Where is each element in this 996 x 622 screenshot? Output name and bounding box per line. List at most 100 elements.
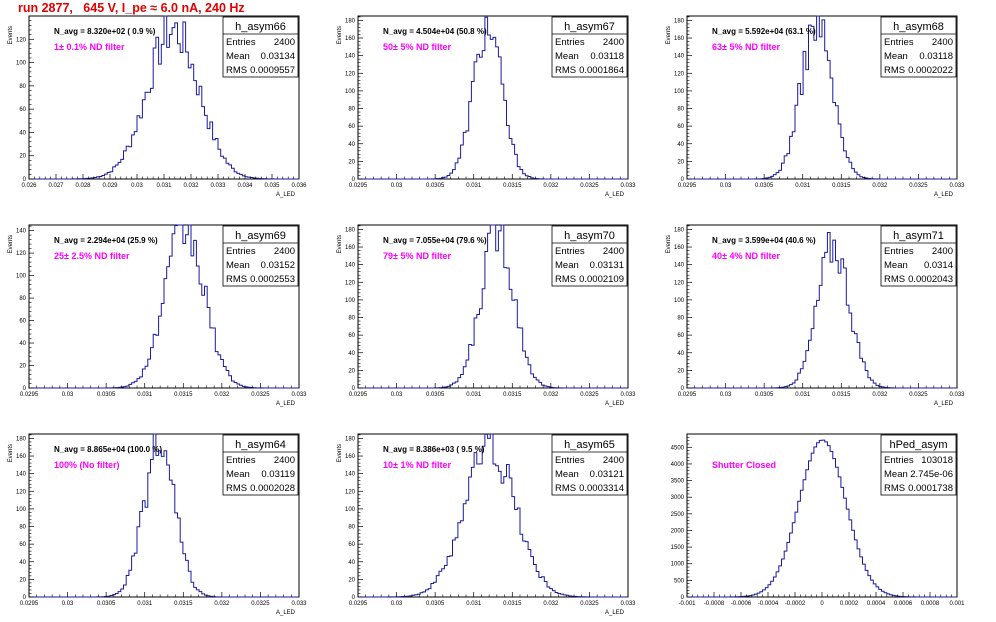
- stats-mean-label: Mean: [226, 260, 250, 271]
- x-tick-label: 0.0315: [832, 392, 851, 398]
- y-axis-label: Events: [8, 26, 14, 44]
- y-tick-label: 140: [674, 263, 685, 269]
- x-tick-label: 0.031: [795, 183, 811, 189]
- stats-title: h_asym65: [564, 439, 615, 451]
- x-axis-label: A_LED: [276, 192, 296, 198]
- x-tick-label: 0.034: [237, 183, 253, 189]
- x-tick-label: 0.0315: [174, 601, 193, 607]
- x-tick-label: 0.031: [156, 183, 172, 189]
- y-tick-label: 60: [348, 542, 355, 548]
- y-tick-label: 180: [16, 436, 27, 442]
- y-tick-label: 120: [16, 251, 27, 257]
- stats-mean-label: Mean: [555, 260, 579, 271]
- x-tick-label: 0.0325: [909, 392, 928, 398]
- stats-entries-value: 2400: [603, 246, 624, 257]
- stats-rms-label: RMS: [884, 274, 905, 285]
- y-tick-label: 120: [16, 37, 27, 43]
- y-tick-label: 160: [345, 454, 356, 460]
- panel-h_asym69: 0.0295 0.03 0.0305 0.031 0.0315 0.032 0.0325 0.…: [8, 224, 307, 407]
- stats-title: h_asym67: [564, 21, 615, 33]
- n-avg-label: N_avg = 7.055e+04 (79.6 %): [383, 236, 487, 245]
- y-tick-label: 20: [19, 577, 26, 583]
- stats-mean-value: 0.03131: [590, 260, 624, 271]
- stats-title: h_asym69: [235, 230, 286, 242]
- y-tick-label: 120: [16, 489, 27, 495]
- stats-title: h_asym71: [893, 230, 944, 242]
- y-tick-label: 180: [345, 227, 356, 233]
- stats-mean-value: 0.03118: [590, 51, 624, 62]
- stats-entries-value: 2400: [603, 455, 624, 466]
- x-tick-label: 0.0305: [97, 601, 116, 607]
- x-tick-label: 0.03: [391, 392, 403, 398]
- x-tick-label: 0.033: [620, 183, 636, 189]
- x-tick-label: 0.0325: [909, 183, 928, 189]
- x-tick-label: 0.032: [543, 392, 559, 398]
- x-tick-label: 0.033: [949, 392, 965, 398]
- x-tick-label: 0.032: [872, 392, 888, 398]
- x-axis-label: A_LED: [276, 401, 296, 407]
- y-tick-label: 1500: [671, 545, 685, 551]
- y-tick-label: 100: [16, 507, 27, 513]
- x-tick-label: 0.028: [75, 183, 91, 189]
- stats-entries-label: Entries: [226, 455, 256, 466]
- stats-title: hPed_asym: [889, 439, 947, 451]
- y-axis-label: Events: [666, 235, 672, 253]
- stats-box: [222, 225, 299, 287]
- x-axis-label: A_LED: [605, 610, 625, 616]
- y-tick-label: 0: [352, 177, 356, 183]
- x-tick-label: 0: [820, 601, 824, 607]
- n-avg-label: N_avg = 4.504e+04 (50.8 %): [383, 27, 487, 36]
- x-tick-label: 0.032: [214, 392, 230, 398]
- y-axis-label: Events: [337, 444, 343, 462]
- filter-label: 25± 2.5% ND filter: [54, 251, 130, 261]
- n-avg-label: N_avg = 8.386e+03 ( 9.5 %): [383, 445, 485, 454]
- x-tick-label: -0.0002: [785, 601, 806, 607]
- x-axis-label: A_LED: [934, 401, 954, 407]
- y-tick-label: 0: [23, 386, 27, 392]
- x-tick-label: 0.03: [720, 183, 732, 189]
- stats-rms-label: RMS: [555, 274, 576, 285]
- histogram-line: [29, 433, 299, 598]
- stats-box: [880, 434, 957, 496]
- x-tick-label: 0.0002: [840, 601, 859, 607]
- panel-h_asym71: 0.0295 0.03 0.0305 0.031 0.0315 0.032 0.0325 0.…: [666, 224, 965, 407]
- y-tick-label: 40: [348, 351, 355, 357]
- y-tick-label: 100: [674, 298, 685, 304]
- x-tick-label: 0.0325: [251, 601, 270, 607]
- y-tick-label: 80: [677, 107, 684, 113]
- x-tick-label: 0.033: [620, 601, 636, 607]
- x-tick-label: 0.0305: [97, 392, 116, 398]
- stats-title: h_asym68: [893, 21, 944, 33]
- y-tick-label: 100: [674, 89, 685, 95]
- x-tick-label: -0.0008: [704, 601, 725, 607]
- stats-mean-value: 0.03121: [590, 469, 624, 480]
- stats-entries-value: 2400: [603, 37, 624, 48]
- y-tick-label: 180: [345, 18, 356, 24]
- stats-title: h_asym70: [564, 230, 615, 242]
- x-tick-label: -0.0004: [758, 601, 779, 607]
- x-tick-label: 0.029: [102, 183, 118, 189]
- y-tick-label: 4000: [671, 462, 685, 468]
- x-tick-label: 0.0315: [503, 601, 522, 607]
- y-tick-label: 0: [681, 177, 685, 183]
- histogram-line: [358, 224, 628, 389]
- y-tick-label: 20: [348, 159, 355, 165]
- x-tick-label: 0.03: [131, 183, 143, 189]
- x-tick-label: 0.0295: [20, 392, 39, 398]
- run-title: run 2877, 645 V, I_pe ≈ 6.0 nA, 240 Hz: [18, 1, 245, 15]
- n-avg-label: N_avg = 3.599e+04 (40.6 %): [712, 236, 816, 245]
- histogram-line: [29, 15, 299, 180]
- n-avg-label: N_avg = 8.865e+04 (100.0 %): [54, 445, 162, 454]
- y-tick-label: 40: [348, 142, 355, 148]
- y-tick-label: 1000: [671, 562, 685, 568]
- y-tick-label: 0: [23, 177, 27, 183]
- stats-entries-value: 2400: [274, 246, 295, 257]
- stats-mean-value: 0.03134: [261, 51, 295, 62]
- x-tick-label: 0.032: [543, 601, 559, 607]
- stats-title: h_asym64: [235, 439, 286, 451]
- y-tick-label: 120: [345, 489, 356, 495]
- stats-entries-label: Entries: [884, 37, 914, 48]
- stats-mean-value: 0.03118: [919, 51, 953, 62]
- x-tick-label: 0.0305: [426, 183, 445, 189]
- x-tick-label: 0.033: [949, 183, 965, 189]
